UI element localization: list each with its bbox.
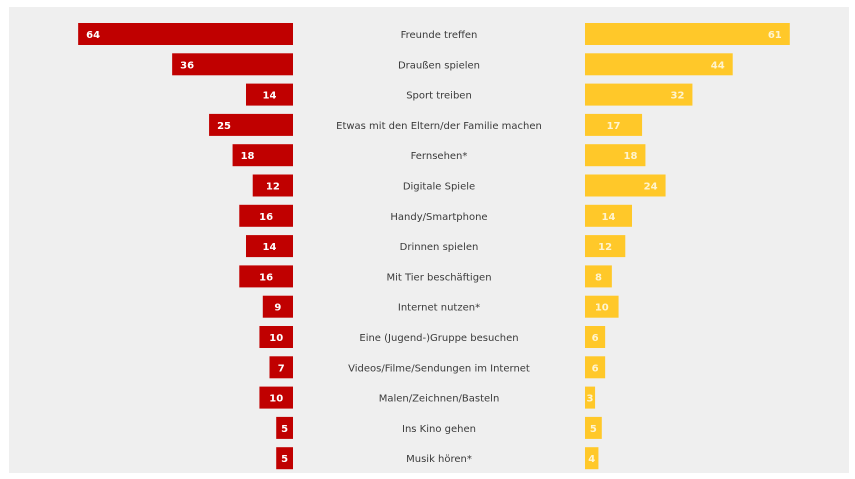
left-bar <box>259 386 293 409</box>
chart-panel: 64 61 Freunde treffen 36 44 Draußen spielen 14… <box>9 7 849 473</box>
right-bar <box>585 356 606 379</box>
left-bar <box>209 113 293 136</box>
right-bar-value-label: 3 <box>587 394 594 405</box>
left-bar-value-label: 5 <box>281 454 288 465</box>
category-label: Handy/Smartphone <box>390 212 487 223</box>
right-bar-value-label: 44 <box>711 60 725 71</box>
left-bar <box>269 356 293 379</box>
category-label: Eine (Jugend-)Gruppe besuchen <box>359 333 518 344</box>
left-bar <box>262 295 293 318</box>
right-bar <box>585 235 626 258</box>
category-label: Digitale Spiele <box>403 182 475 193</box>
right-bar <box>585 265 612 288</box>
right-bar <box>585 144 646 167</box>
left-bar <box>252 174 293 197</box>
left-bar-value-label: 10 <box>269 333 283 344</box>
left-bar-value-label: 9 <box>274 303 281 314</box>
right-bar-value-label: 18 <box>624 151 638 162</box>
right-bar-value-label: 61 <box>768 30 782 41</box>
category-label: Fernsehen* <box>411 151 468 162</box>
category-label: Ins Kino gehen <box>402 424 476 435</box>
right-bar <box>585 204 632 227</box>
left-bar <box>172 53 293 76</box>
right-bar <box>585 113 643 136</box>
left-bar <box>239 204 293 227</box>
left-bar <box>78 23 293 45</box>
right-bar-value-label: 10 <box>595 303 609 314</box>
right-bar <box>585 416 602 439</box>
right-bar-value-label: 32 <box>671 91 685 102</box>
right-bar <box>585 23 790 45</box>
category-label: Internet nutzen* <box>398 303 480 314</box>
category-label: Malen/Zeichnen/Basteln <box>379 394 500 405</box>
left-bar-value-label: 14 <box>263 242 277 253</box>
left-bar-value-label: 16 <box>259 212 273 223</box>
right-bar-value-label: 17 <box>607 121 621 132</box>
category-label: Drinnen spielen <box>400 242 479 253</box>
left-bar-value-label: 14 <box>263 91 277 102</box>
left-bar <box>276 447 293 470</box>
right-bar <box>585 326 606 348</box>
left-bar-value-label: 7 <box>278 363 285 374</box>
left-bar-value-label: 25 <box>217 121 231 132</box>
left-bar-value-label: 10 <box>269 394 283 405</box>
right-bar <box>585 447 599 470</box>
left-bar <box>259 326 293 348</box>
left-bar-value-label: 36 <box>180 60 194 71</box>
right-bar <box>585 295 619 318</box>
right-bar <box>585 174 666 197</box>
category-label: Sport treiben <box>406 91 472 102</box>
category-label: Freunde treffen <box>401 30 478 41</box>
left-bar-value-label: 18 <box>241 151 255 162</box>
right-bar-value-label: 12 <box>598 242 612 253</box>
right-bar <box>585 386 596 409</box>
right-bar-value-label: 6 <box>592 363 599 374</box>
right-bar-value-label: 24 <box>644 182 658 193</box>
category-label: Draußen spielen <box>398 60 480 71</box>
left-bar <box>239 265 293 288</box>
left-bar <box>276 416 293 439</box>
category-label: Mit Tier beschäftigen <box>386 272 491 283</box>
left-bar <box>246 83 293 106</box>
right-bar <box>585 83 693 106</box>
left-bar-value-label: 64 <box>86 30 100 41</box>
left-bar-value-label: 16 <box>259 272 273 283</box>
category-label: Etwas mit den Eltern/der Familie machen <box>336 121 542 132</box>
right-bar-value-label: 5 <box>590 424 597 435</box>
left-bar-value-label: 12 <box>266 182 280 193</box>
left-bar <box>246 235 293 258</box>
left-bar-value-label: 5 <box>281 424 288 435</box>
right-bar-value-label: 4 <box>588 454 595 465</box>
left-bar <box>232 144 293 167</box>
right-bar-value-label: 6 <box>592 333 599 344</box>
right-bar <box>585 53 733 76</box>
right-bar-value-label: 8 <box>595 272 602 283</box>
right-bar-value-label: 14 <box>602 212 616 223</box>
category-label: Musik hören* <box>406 454 472 465</box>
category-label: Videos/Filme/Sendungen im Internet <box>348 363 530 374</box>
